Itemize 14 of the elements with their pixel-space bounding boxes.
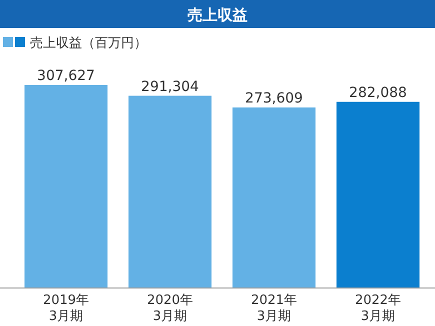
- x-tick-label: 2019年 3月期: [42, 293, 90, 324]
- data-label: 282,088: [349, 84, 407, 101]
- x-tick-label: 2020年 3月期: [146, 293, 194, 324]
- chart-title: 売上収益: [188, 6, 248, 24]
- legend-label: 売上収益（百万円）: [30, 36, 147, 51]
- data-label: 307,627: [37, 68, 95, 84]
- bar: [24, 85, 108, 288]
- bar: [336, 102, 420, 288]
- x-tick-label: 2021年 3月期: [250, 293, 298, 324]
- x-tick-label: 2022年 3月期: [354, 293, 402, 324]
- data-label: 291,304: [141, 78, 200, 95]
- data-label: 273,609: [245, 90, 303, 106]
- bar: [232, 107, 316, 288]
- bar: [128, 96, 212, 288]
